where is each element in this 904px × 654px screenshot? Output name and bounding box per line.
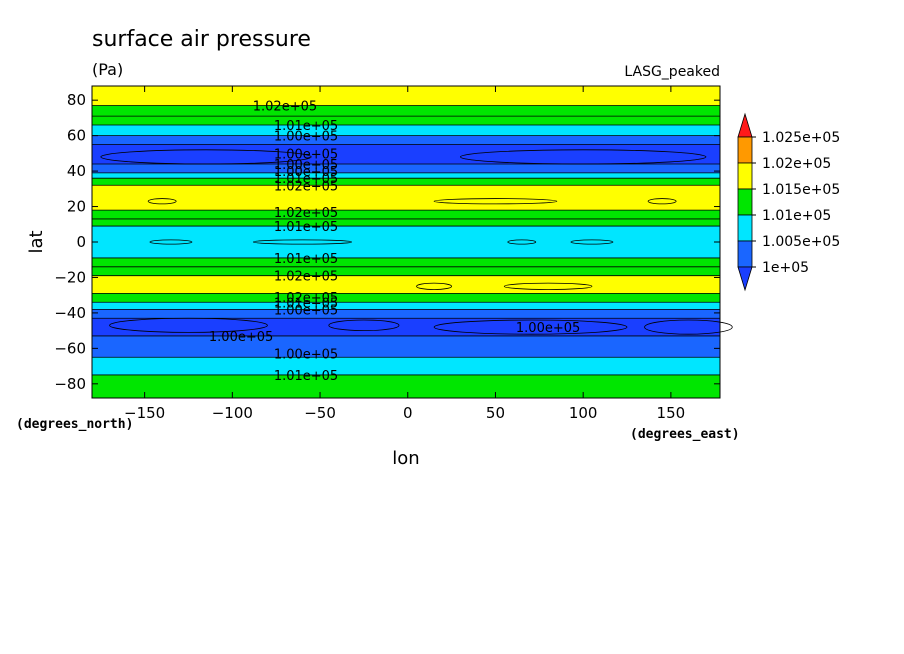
- contour-blob: [647, 198, 677, 205]
- y-units-label: (degrees_north): [16, 417, 133, 432]
- contour-blob: [644, 319, 733, 335]
- contour-band: [92, 178, 720, 186]
- contour-band: [92, 86, 720, 106]
- contour-label: 1.01e+05: [274, 369, 338, 384]
- colorbar-label: 1.025e+05: [762, 130, 840, 146]
- contour-band: [92, 293, 720, 303]
- y-tick-label: 20: [67, 198, 86, 216]
- y-tick-label: 40: [67, 162, 86, 180]
- x-axis: −150 −100 −50 0 50 100 150: [124, 86, 685, 422]
- colorbar-label: 1.02e+05: [762, 156, 831, 172]
- y-tick-label: −40: [54, 304, 86, 322]
- colorbar-segment: [737, 136, 753, 164]
- contour-band: [92, 257, 720, 267]
- contour-band: [92, 275, 720, 294]
- contour-label: 1.01e+05: [274, 172, 338, 187]
- colorbar-arrow: [737, 112, 753, 138]
- contour-band: [92, 144, 720, 164]
- colorbar: 1.025e+05 1.02e+05 1.015e+05 1.01e+05 1.005e…: [737, 112, 840, 292]
- y-axis-label: lat: [26, 230, 47, 253]
- contour-blob: [416, 282, 453, 290]
- colorbar-label: 1.01e+05: [762, 208, 831, 224]
- colorbar-segment: [737, 214, 753, 242]
- contour-label: 1.00e+05: [274, 158, 338, 173]
- chart-units: (Pa): [92, 60, 123, 79]
- contour-blob: [433, 198, 558, 205]
- contour-label: 1.02e+05: [274, 270, 338, 285]
- contour-band: [92, 309, 720, 319]
- contour-blob: [328, 319, 400, 332]
- contour-blob: [149, 239, 193, 245]
- contour-label: 1.00e+05: [274, 165, 338, 180]
- x-tick-label: −100: [212, 404, 253, 422]
- y-tick-label: 60: [67, 127, 86, 145]
- contour-band: [92, 164, 720, 173]
- contour-label: 1.02e+05: [274, 179, 338, 194]
- x-tick-label: −150: [124, 404, 165, 422]
- contour-band: [92, 172, 720, 179]
- contour-label: 1.00e+05: [274, 130, 338, 145]
- contour-band: [92, 266, 720, 276]
- x-axis-label: lon: [392, 448, 419, 469]
- colorbar-arrow: [737, 266, 753, 292]
- contour-band: [92, 218, 720, 227]
- contour-label: 1.01e+05: [274, 220, 338, 235]
- contour-band: [92, 318, 720, 336]
- contour-blob: [147, 198, 177, 205]
- contour-band: [92, 105, 720, 117]
- y-tick-label: −60: [54, 339, 86, 357]
- colorbar-segment: [737, 240, 753, 268]
- contour-label: 1.00e+05: [209, 330, 273, 345]
- contour-label: 1.00e+05: [274, 303, 338, 318]
- contour-band: [92, 185, 720, 211]
- contour-label: 1.02e+05: [274, 291, 338, 306]
- contour-label: 1.01e+05: [274, 252, 338, 267]
- contour-band: [92, 116, 720, 125]
- contour-label: 1.00e+05: [516, 321, 580, 336]
- colorbar-label: 1.015e+05: [762, 182, 840, 198]
- contour-blob: [507, 239, 537, 245]
- contour-band: [92, 125, 720, 136]
- y-tick-label: 80: [67, 91, 86, 109]
- contour-label: 1.01e+05: [274, 296, 338, 311]
- colorbar-segment: [737, 162, 753, 190]
- contour-blob: [252, 239, 353, 245]
- y-tick-label: −20: [54, 268, 86, 286]
- x-tick-label: 150: [657, 404, 686, 422]
- colorbar-segment: [737, 188, 753, 216]
- contour-band: [92, 374, 720, 398]
- colorbar-label: 1.005e+05: [762, 234, 840, 250]
- model-name: LASG_peaked: [624, 64, 720, 80]
- contour-label: 1.00e+05: [274, 348, 338, 363]
- contour-blob: [503, 282, 593, 290]
- contour-band: [92, 210, 720, 219]
- y-axis: 80 60 40 20 0 −20 −40 −60 −80: [54, 91, 720, 393]
- contour-labels: 1.02e+051.01e+051.00e+051.00e+051.00e+05…: [209, 100, 580, 384]
- contour-fill-area: [92, 86, 733, 398]
- contour-label: 1.00e+05: [274, 147, 338, 162]
- x-units-label: (degrees_east): [630, 427, 740, 442]
- y-tick-label: 0: [76, 233, 86, 251]
- contour-lines: [92, 105, 720, 376]
- x-tick-label: 50: [486, 404, 505, 422]
- contour-band: [92, 302, 720, 310]
- x-tick-label: 100: [569, 404, 598, 422]
- contour-blob: [570, 239, 614, 245]
- x-tick-label: 0: [403, 404, 413, 422]
- contour-band: [92, 335, 720, 358]
- colorbar-label: 1e+05: [762, 260, 809, 276]
- contour-blob: [433, 319, 628, 335]
- contour-band: [92, 135, 720, 145]
- chart-title: surface air pressure: [92, 27, 311, 52]
- contour-band: [92, 226, 720, 258]
- contour-band: [92, 357, 720, 375]
- y-tick-label: −80: [54, 375, 86, 393]
- contour-label: 1.01e+05: [274, 119, 338, 134]
- contour-label: 1.02e+05: [274, 206, 338, 221]
- x-tick-label: −50: [304, 404, 336, 422]
- contour-label: 1.02e+05: [253, 100, 317, 115]
